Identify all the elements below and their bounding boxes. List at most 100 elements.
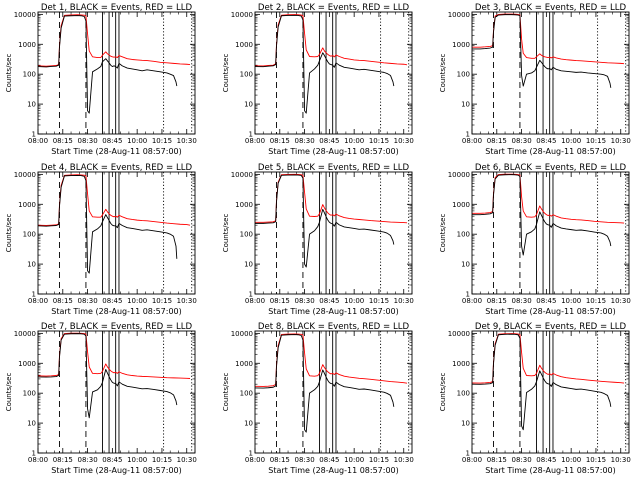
x-tick-label: 10:30 — [394, 297, 414, 305]
y-tick-label: 10000 — [14, 171, 36, 179]
series-line-events — [472, 174, 612, 256]
series-line-events — [38, 175, 178, 274]
x-tick-label: 08:00 — [245, 456, 265, 464]
panel-det-9: Det 9, BLACK = Events, RED = LLD Counts/s… — [439, 322, 631, 475]
x-axis-label: Start Time (28-Aug-11 08:57:00) — [51, 466, 182, 475]
y-tick-label: 1000 — [18, 41, 36, 49]
series-line-events — [38, 333, 178, 419]
y-tick-label: 10 — [27, 420, 36, 428]
x-tick-label: 08:45 — [102, 137, 122, 145]
series-line-lld — [472, 13, 625, 65]
x-tick-label: 08:00 — [28, 456, 48, 464]
y-axis-label: Counts/sec — [5, 373, 13, 412]
x-tick-label: 08:15 — [487, 297, 507, 305]
panel-frame — [37, 171, 196, 295]
x-axis-label: Start Time (28-Aug-11 08:57:00) — [485, 466, 616, 475]
x-tick-label: 10:15 — [152, 137, 172, 145]
panel-frame — [471, 330, 630, 454]
x-tick-label: 10:15 — [152, 456, 172, 464]
panel-title: Det 7, BLACK = Events, RED = LLD — [41, 322, 193, 332]
x-tick-label: 10:30 — [177, 456, 197, 464]
x-tick-label: 10:00 — [561, 456, 581, 464]
x-tick-label: 08:00 — [28, 297, 48, 305]
x-tick-label: 10:00 — [344, 297, 364, 305]
y-tick-label: 1 — [249, 450, 253, 458]
y-tick-label: 1000 — [235, 201, 253, 209]
y-axis-label: Counts/sec — [222, 214, 230, 253]
y-tick-label: 10000 — [231, 171, 253, 179]
x-axis-label: Start Time (28-Aug-11 08:57:00) — [268, 466, 399, 475]
panel-plot-area — [255, 331, 410, 453]
x-tick-label: 08:30 — [511, 137, 531, 145]
y-tick-label: 10 — [27, 101, 36, 109]
x-tick-label: 08:00 — [462, 297, 482, 305]
x-tick-label: 08:15 — [53, 297, 73, 305]
panel-det-6: Det 6, BLACK = Events, RED = LLD Counts/s… — [439, 163, 631, 316]
x-tick-label: 10:15 — [369, 297, 389, 305]
panel-title: Det 6, BLACK = Events, RED = LLD — [475, 163, 627, 173]
y-tick-label: 100 — [23, 390, 36, 398]
y-axis-label: Counts/sec — [439, 54, 447, 93]
y-tick-label: 1 — [249, 291, 253, 299]
x-tick-label: 08:30 — [77, 137, 97, 145]
x-tick-label: 10:30 — [394, 137, 414, 145]
series-line-events — [38, 15, 178, 114]
x-axis-label: Start Time (28-Aug-11 08:57:00) — [51, 307, 182, 316]
y-tick-label: 1000 — [18, 201, 36, 209]
x-tick-label: 08:45 — [319, 137, 339, 145]
y-axis-label: Counts/sec — [5, 214, 13, 253]
y-tick-label: 1 — [466, 291, 470, 299]
x-tick-label: 08:00 — [245, 137, 265, 145]
series-line-events — [255, 334, 395, 433]
x-tick-label: 08:30 — [77, 456, 97, 464]
panel-title: Det 5, BLACK = Events, RED = LLD — [258, 163, 410, 173]
x-tick-label: 10:00 — [127, 137, 147, 145]
panel-det-2: Det 2, BLACK = Events, RED = LLD Counts/s… — [222, 3, 414, 156]
panel-det-5: Det 5, BLACK = Events, RED = LLD Counts/s… — [222, 163, 414, 316]
x-tick-label: 08:30 — [511, 456, 531, 464]
y-tick-label: 100 — [240, 71, 253, 79]
y-tick-label: 10000 — [448, 330, 470, 338]
y-tick-label: 100 — [23, 71, 36, 79]
series-line-lld — [472, 173, 625, 224]
series-line-events — [255, 14, 395, 114]
panel-det-3: Det 3, BLACK = Events, RED = LLD Counts/s… — [439, 3, 631, 156]
x-tick-label: 10:15 — [369, 137, 389, 145]
x-axis-label: Start Time (28-Aug-11 08:57:00) — [51, 147, 182, 156]
panel-frame — [471, 11, 630, 135]
panel-title: Det 4, BLACK = Events, RED = LLD — [41, 163, 193, 173]
y-tick-label: 10000 — [14, 330, 36, 338]
y-tick-label: 1 — [32, 291, 36, 299]
panel-det-1: Det 1, BLACK = Events, RED = LLD Counts/s… — [5, 3, 197, 156]
y-axis-label: Counts/sec — [222, 54, 230, 93]
x-tick-label: 08:15 — [487, 456, 507, 464]
panel-frame — [37, 11, 196, 135]
series-line-events — [255, 174, 395, 268]
x-tick-label: 08:00 — [462, 456, 482, 464]
panel-plot-area — [255, 12, 410, 134]
panel-title: Det 8, BLACK = Events, RED = LLD — [258, 322, 410, 332]
x-axis-label: Start Time (28-Aug-11 08:57:00) — [268, 307, 399, 316]
x-tick-label: 08:15 — [53, 456, 73, 464]
y-tick-label: 10 — [244, 420, 253, 428]
y-tick-label: 1000 — [452, 360, 470, 368]
y-tick-label: 10 — [461, 101, 470, 109]
y-tick-label: 1 — [32, 450, 36, 458]
panel-plot-area — [472, 331, 627, 453]
x-tick-label: 10:00 — [127, 297, 147, 305]
x-tick-label: 10:00 — [344, 137, 364, 145]
y-tick-label: 10000 — [231, 11, 253, 19]
x-tick-label: 10:30 — [177, 297, 197, 305]
x-tick-label: 08:00 — [245, 297, 265, 305]
x-tick-label: 10:30 — [177, 137, 197, 145]
y-tick-label: 10000 — [448, 11, 470, 19]
x-axis-label: Start Time (28-Aug-11 08:57:00) — [485, 147, 616, 156]
y-tick-label: 10 — [461, 261, 470, 269]
x-tick-label: 08:15 — [270, 297, 290, 305]
y-tick-label: 10000 — [14, 11, 36, 19]
x-tick-label: 10:30 — [611, 456, 631, 464]
x-tick-label: 10:15 — [586, 297, 606, 305]
panel-plot-area — [472, 12, 627, 134]
